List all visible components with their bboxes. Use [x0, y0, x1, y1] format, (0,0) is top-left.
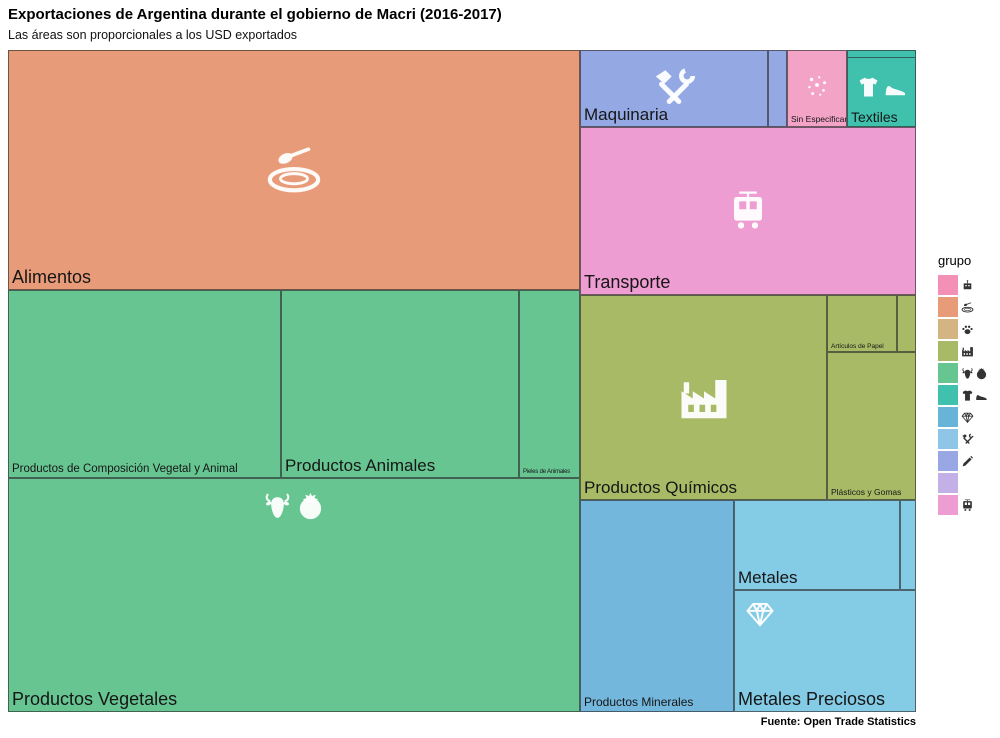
treemap-cell-textiles: Textiles — [847, 50, 916, 127]
cow-tomato-icon — [263, 491, 326, 521]
cell-label: Textiles — [851, 108, 898, 125]
cell-divider — [848, 51, 915, 58]
treemap-cell-productos-vegetales: Productos Vegetales — [8, 478, 580, 712]
cell-label: Productos Químicos — [584, 478, 738, 498]
legend-swatch — [938, 297, 958, 317]
tram-icon — [727, 190, 769, 232]
cell-label: Productos Minerales — [584, 695, 694, 710]
treemap: Alimentos Maquinaria Sin Especificar Tex… — [8, 50, 916, 712]
legend-title: grupo — [938, 253, 972, 268]
treemap-cell-productos-minerales: Productos Minerales — [580, 500, 734, 712]
legend-swatch — [938, 495, 958, 515]
treemap-cell-metales: Metales — [734, 500, 900, 590]
treemap-cell-plasticos-y-gomas: Plásticos y Gomas — [827, 352, 916, 500]
tools-icon — [961, 433, 974, 446]
factory-icon — [961, 345, 974, 358]
cell-label: Metales Preciosos — [738, 689, 886, 710]
factory-icon — [677, 371, 731, 425]
cell-label: Plásticos y Gomas — [831, 487, 902, 498]
cell-label: Productos Animales — [285, 456, 436, 476]
legend-swatch — [938, 319, 958, 339]
treemap-cell-articulos-de-papel: Artículos de Papel — [827, 295, 897, 352]
legend: grupo — [938, 253, 988, 516]
cow-tomato-icon — [961, 367, 988, 380]
legend-item — [938, 274, 988, 296]
food-icon — [961, 301, 974, 314]
shirt-shoe-icon — [961, 389, 988, 402]
legend-item — [938, 472, 988, 494]
treemap-cell-metales-preciosos: Metales Preciosos — [734, 590, 916, 712]
cell-label: Metales — [738, 568, 798, 588]
legend-item — [938, 362, 988, 384]
cell-label: Maquinaria — [584, 105, 669, 125]
cell-label: Pieles de Animales — [523, 469, 571, 476]
legend-swatch — [938, 385, 958, 405]
legend-item — [938, 340, 988, 362]
legend-swatch — [938, 341, 958, 361]
gem-icon — [745, 599, 775, 629]
treemap-cell-unlabeled-2 — [897, 295, 916, 352]
treemap-cell-alimentos: Alimentos — [8, 50, 580, 290]
treemap-cell-sin-especificar: Sin Especificar — [787, 50, 847, 127]
gem-icon — [961, 411, 974, 424]
cell-label: Sin Especificar — [791, 114, 847, 125]
treemap-cell-unlabeled-1 — [768, 50, 787, 127]
legend-item — [938, 318, 988, 340]
cell-label: Alimentos — [12, 267, 92, 288]
chart-subtitle: Las áreas son proporcionales a los USD e… — [8, 28, 298, 42]
treemap-cell-unlabeled-3 — [900, 500, 916, 590]
cell-label: Productos de Composición Vegetal y Anima… — [12, 462, 238, 475]
food-icon — [265, 141, 323, 199]
legend-swatch — [938, 429, 958, 449]
treemap-cell-productos-animales: Productos Animales — [281, 290, 519, 478]
tram-icon — [961, 499, 974, 512]
source-credit: Fuente: Open Trade Statistics — [760, 716, 916, 728]
legend-item — [938, 384, 988, 406]
treemap-cell-pieles-de-animales: Pieles de Animales — [519, 290, 580, 478]
legend-swatch — [938, 275, 958, 295]
treemap-cell-composicion-vegetal-animal: Productos de Composición Vegetal y Anima… — [8, 290, 281, 478]
scatter-icon — [804, 73, 830, 99]
legend-swatch — [938, 451, 958, 471]
treemap-cell-maquinaria: Maquinaria — [580, 50, 768, 127]
legend-item — [938, 494, 988, 516]
legend-swatch — [938, 473, 958, 493]
cell-label: Artículos de Papel — [831, 342, 884, 350]
legend-item — [938, 450, 988, 472]
treemap-cell-productos-quimicos: Productos Químicos — [580, 295, 827, 500]
treemap-cell-transporte: Transporte — [580, 127, 916, 295]
legend-item — [938, 406, 988, 428]
cell-label: Transporte — [584, 272, 671, 293]
shirt-shoe-icon — [856, 75, 907, 99]
legend-item — [938, 296, 988, 318]
page-title: Exportaciones de Argentina durante el go… — [8, 6, 502, 23]
legend-swatch — [938, 407, 958, 427]
machine-icon — [961, 279, 974, 292]
legend-item — [938, 428, 988, 450]
paw-icon — [961, 323, 974, 336]
legend-swatch — [938, 363, 958, 383]
pencil-icon — [961, 455, 974, 468]
cell-label: Productos Vegetales — [12, 689, 178, 710]
